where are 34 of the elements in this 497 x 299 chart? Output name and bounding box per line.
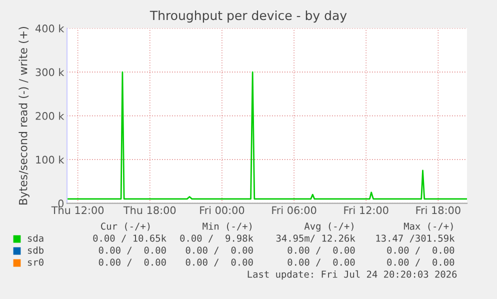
x-tick-label: Fri 06:00 xyxy=(272,206,316,214)
text: 34.95m/ 12.26k xyxy=(276,234,356,243)
text: Last update: Fri Jul 24 20:20:03 2026 xyxy=(248,270,457,280)
text: Cur (-/+) xyxy=(101,222,150,231)
text: Max (-/+) xyxy=(404,222,453,231)
x-tick-label: Fri 18:00 xyxy=(416,206,460,214)
x-tick-label: Thu 12:00 xyxy=(51,206,104,214)
text: Avg (-/+) xyxy=(304,222,354,232)
text: 13.47 /301.59k xyxy=(376,234,455,243)
y-tick-label: 0 xyxy=(58,200,64,208)
x-tick-label: Fri 00:00 xyxy=(200,206,244,214)
line-series xyxy=(67,71,467,200)
text: 0.00 / 0.00 xyxy=(387,258,454,267)
x-tick-label: Fri 12:00 xyxy=(344,206,388,214)
text: 0.00 / 0.00 xyxy=(186,246,253,255)
x-tick-label: Thu 18:00 xyxy=(123,206,176,214)
y-axis-title: Bytes/second read (-) / write (+) xyxy=(18,26,30,204)
text: 0.00 / 9.98k xyxy=(180,234,254,243)
text: 0.00 / 0.00 xyxy=(288,246,355,255)
text: 0.00 / 0.00 xyxy=(98,258,166,267)
text: 0.00 / 0.00 xyxy=(387,246,454,255)
legend-label: sda xyxy=(28,234,44,242)
text: 0.00 / 0.00 xyxy=(98,246,166,255)
y-tick-label: 100 k xyxy=(36,156,64,164)
text: Min (-/+) xyxy=(202,222,252,231)
legend-label: sr0 xyxy=(28,258,44,266)
text: 0.00 / 10.65k xyxy=(93,234,166,243)
y-tick-label: 400 k xyxy=(36,24,64,32)
text: 0.00 / 0.00 xyxy=(186,258,253,267)
y-tick-label: 300 k xyxy=(36,68,64,76)
y-tick-label: 200 k xyxy=(36,112,64,120)
chart-title: Throughput per device - by day xyxy=(150,10,347,23)
legend-label: sdb xyxy=(28,246,44,254)
text: 0.00 / 0.00 xyxy=(288,258,355,267)
